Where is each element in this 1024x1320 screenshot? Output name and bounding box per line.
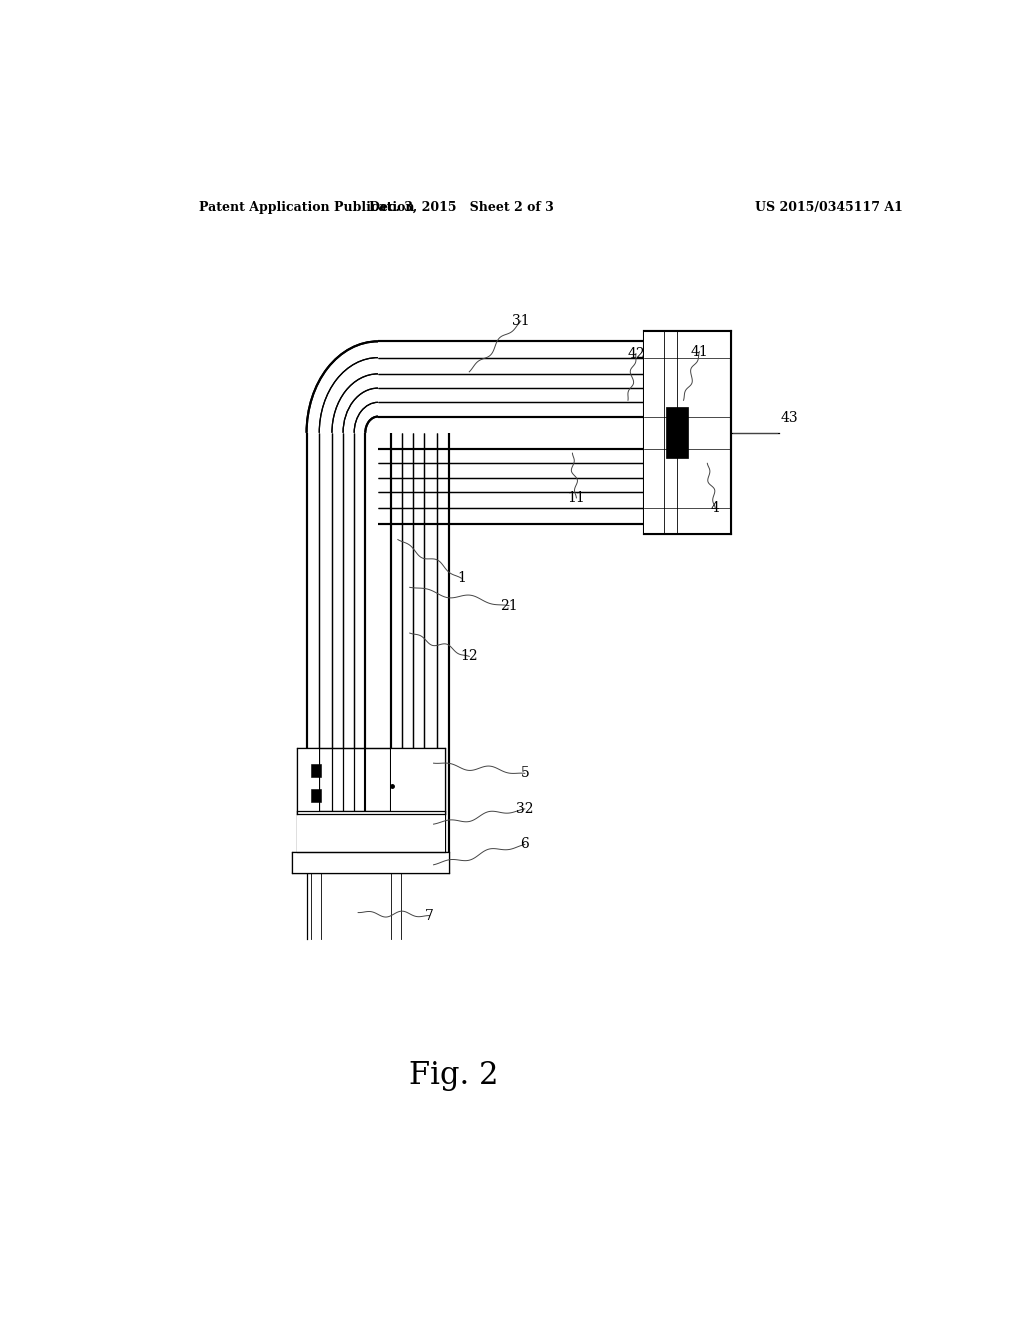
Polygon shape: [644, 331, 731, 358]
Bar: [311, 764, 321, 777]
Polygon shape: [644, 331, 664, 535]
Polygon shape: [378, 478, 644, 492]
Text: Fig. 2: Fig. 2: [409, 1060, 498, 1090]
Polygon shape: [297, 748, 319, 814]
Polygon shape: [644, 508, 731, 535]
Bar: [297, 748, 445, 814]
Polygon shape: [306, 433, 319, 851]
Bar: [644, 331, 731, 535]
Bar: [366, 433, 391, 851]
Polygon shape: [378, 403, 644, 417]
Text: 12: 12: [461, 649, 478, 664]
Text: 41: 41: [690, 345, 709, 359]
Text: 43: 43: [780, 411, 798, 425]
Text: 31: 31: [512, 314, 529, 329]
Polygon shape: [332, 433, 343, 851]
Bar: [666, 408, 688, 458]
Polygon shape: [391, 748, 445, 814]
Polygon shape: [378, 449, 644, 463]
Text: Dec. 3, 2015   Sheet 2 of 3: Dec. 3, 2015 Sheet 2 of 3: [369, 201, 554, 214]
Bar: [292, 851, 450, 873]
Text: 5: 5: [520, 767, 529, 780]
Polygon shape: [292, 851, 450, 873]
Bar: [297, 810, 445, 851]
Text: Patent Application Publication: Patent Application Publication: [200, 201, 415, 214]
Polygon shape: [378, 374, 644, 388]
Polygon shape: [436, 433, 450, 851]
Polygon shape: [378, 508, 644, 524]
Text: US 2015/0345117 A1: US 2015/0345117 A1: [755, 201, 903, 214]
Text: 1: 1: [457, 572, 466, 585]
Text: 4: 4: [711, 502, 720, 515]
Polygon shape: [297, 810, 445, 851]
Text: 42: 42: [627, 347, 645, 360]
Text: 6: 6: [520, 837, 529, 851]
Text: 21: 21: [500, 598, 518, 612]
Text: 11: 11: [567, 491, 586, 504]
Bar: [378, 417, 644, 449]
Bar: [311, 788, 321, 801]
Polygon shape: [354, 433, 366, 851]
Polygon shape: [413, 433, 424, 851]
Text: 32: 32: [516, 801, 534, 816]
Polygon shape: [391, 433, 401, 851]
Text: 7: 7: [425, 908, 434, 923]
Polygon shape: [378, 342, 644, 358]
